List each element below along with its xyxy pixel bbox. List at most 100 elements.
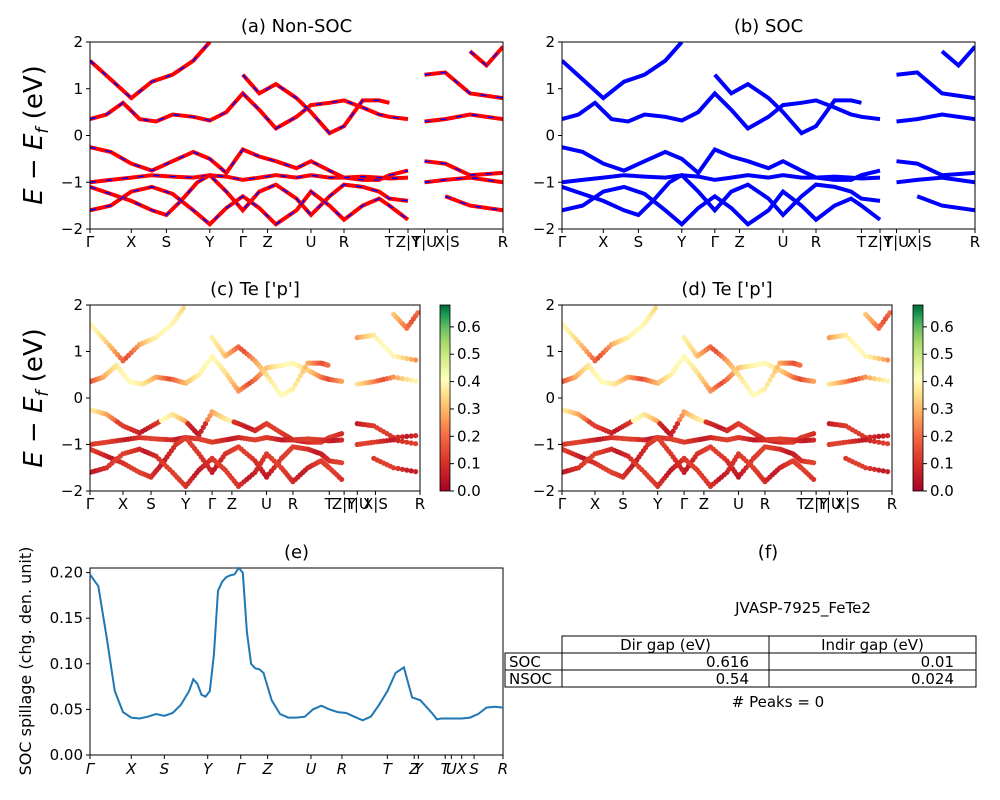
x-tick-label: S: [160, 760, 170, 778]
projected-band-point: [863, 353, 869, 359]
x-tick-label: U: [777, 233, 788, 251]
x-tick-label: R: [760, 495, 770, 513]
band-line-soc-overlay: [90, 42, 211, 100]
colorbar-tick-label: 0.0: [930, 482, 954, 500]
projected-band-point: [772, 369, 778, 375]
band-line-soc: [562, 173, 881, 185]
x-tick-label: S: [634, 233, 644, 251]
projected-band-point: [339, 378, 345, 384]
y-tick-label: −2: [61, 220, 83, 238]
x-tick-label: T|U: [411, 233, 437, 251]
band-line-soc-overlay: [242, 74, 390, 135]
x-tick-label: U: [446, 760, 457, 778]
x-tick-label: Z: [408, 760, 420, 778]
x-tick-label: T: [383, 760, 394, 778]
projected-band-point: [408, 377, 414, 383]
colorbar: [912, 304, 924, 492]
x-tick-label: Γ: [208, 495, 217, 513]
band-line-soc-overlay: [469, 46, 503, 67]
band-line-soc-overlay: [90, 146, 409, 181]
projected-band-point: [885, 469, 891, 475]
x-tick-label: Z|Y: [396, 233, 421, 251]
band-line-soc: [713, 73, 862, 136]
band-line-soc-overlay: [90, 174, 409, 217]
panel-title: (d) Te ['p']: [681, 279, 772, 300]
projected-band-point: [887, 310, 892, 316]
x-tick-label: Γ: [239, 233, 248, 251]
projected-band-point: [413, 469, 419, 475]
y-tick-label: −1: [61, 436, 83, 454]
projected-band-point: [339, 431, 345, 437]
projected-band-point: [339, 476, 345, 482]
projected-band-point: [811, 437, 817, 443]
colorbar: [439, 304, 451, 492]
y-tick-label: 1: [73, 80, 83, 98]
x-tick-label: Γ: [558, 495, 567, 513]
projected-band-point: [404, 439, 410, 445]
projected-band-point: [871, 434, 878, 440]
projected-band-point: [399, 355, 405, 361]
x-tick-label: X|S: [835, 495, 860, 513]
colorbar-tick-label: 0.2: [930, 427, 954, 445]
x-tick-label: X: [126, 233, 136, 251]
band-line-soc: [896, 175, 975, 185]
x-tick-label: Z: [262, 233, 272, 251]
x-tick-label: Γ: [680, 495, 689, 513]
y-tick-label: 0.15: [50, 609, 83, 627]
projected-band-point: [395, 465, 401, 472]
projected-band-point: [797, 362, 803, 368]
projected-band-point: [871, 355, 878, 361]
colorbar-tick-label: 0.5: [457, 345, 481, 363]
projected-band-point: [880, 433, 886, 439]
projected-band-point: [371, 332, 377, 338]
projected-band-point: [404, 376, 410, 382]
projected-band-point: [811, 476, 817, 482]
x-tick-label: Z|Y: [332, 495, 357, 513]
x-tick-label: X: [590, 495, 600, 513]
x-tick-label: R: [415, 495, 425, 513]
projected-band-point: [867, 438, 873, 444]
projected-band-point: [849, 339, 856, 345]
projected-band-point: [384, 346, 390, 352]
projected-band-point: [374, 336, 380, 342]
x-tick-label: U: [305, 233, 316, 251]
x-tick-label: S: [469, 760, 479, 778]
table-cell: 0.54: [716, 670, 749, 688]
peaks-label: # Peaks = 0: [732, 693, 824, 711]
projected-band-point: [205, 417, 211, 423]
projected-band-point: [180, 305, 187, 311]
x-tick-label: Z|Y: [804, 495, 829, 513]
projected-band-point: [774, 364, 780, 370]
band-line-soc-overlay: [444, 195, 503, 212]
plot-frame: [89, 567, 504, 756]
projected-band-point: [876, 439, 882, 445]
plot-content: [90, 305, 420, 489]
y-tick-label: −1: [61, 173, 83, 191]
projected-band-point: [652, 305, 659, 311]
table-cell: 0.01: [921, 653, 954, 671]
table-header-cell: Indir gap (eV): [821, 636, 924, 654]
projected-band-point: [404, 433, 410, 439]
x-tick-label: X|S: [435, 233, 460, 251]
band-line-soc-overlay: [424, 160, 503, 176]
projected-band-point: [679, 413, 685, 419]
x-tick-label: T: [441, 760, 452, 778]
projected-band-point: [863, 374, 869, 380]
band-line-soc: [916, 194, 975, 213]
x-tick-label: Z: [699, 495, 709, 513]
x-tick-label: Y: [414, 760, 425, 778]
table-row-label: NSOC: [509, 670, 552, 688]
y-tick-label: 0.20: [50, 564, 83, 582]
projected-band-point: [413, 378, 419, 384]
projected-band-point: [413, 441, 419, 447]
panel-title: (f): [758, 542, 778, 563]
band-line-soc: [562, 145, 881, 182]
y-tick-label: 2: [73, 296, 83, 314]
colorbar-tick-label: 0.6: [457, 318, 481, 336]
projected-band-point: [290, 386, 296, 392]
x-tick-label: R: [288, 495, 298, 513]
x-tick-label: T: [384, 233, 395, 251]
x-tick-label: T: [856, 233, 867, 251]
table-cell: 0.616: [706, 653, 749, 671]
